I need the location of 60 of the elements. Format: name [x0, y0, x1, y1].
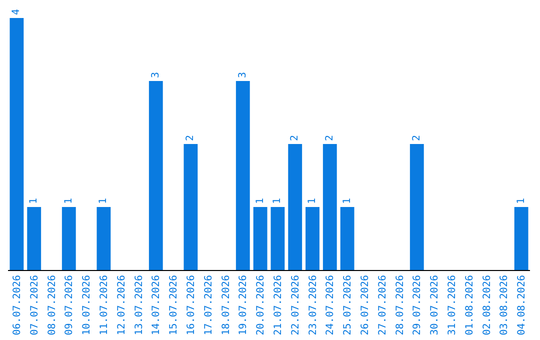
x-tick-label: 09.07.2026	[64, 275, 76, 336]
x-tick-label: 13.07.2026	[134, 275, 145, 336]
bar	[96, 207, 111, 270]
data-label: 2	[185, 134, 196, 141]
x-tick-label: 08.07.2026	[46, 275, 58, 336]
bar	[270, 207, 285, 270]
x-tick-label: 27.07.2026	[377, 275, 388, 336]
data-label: 1	[254, 198, 266, 204]
x-tick-label: 02.08.2026	[482, 275, 493, 336]
x-tick-label: 16.07.2026	[186, 275, 197, 336]
data-label: 2	[324, 134, 336, 141]
x-tick-label: 31.07.2026	[446, 275, 458, 336]
x-tick-label: 04.08.2026	[516, 275, 528, 336]
x-tick-label: 11.07.2026	[98, 275, 110, 336]
bar	[322, 144, 337, 270]
bar	[253, 207, 268, 270]
x-tick-label: 14.07.2026	[151, 275, 162, 336]
bar	[410, 144, 424, 270]
bar	[236, 81, 250, 270]
x-tick-label: 10.07.2026	[82, 275, 93, 336]
x-tick-label: 22.07.2026	[290, 275, 302, 336]
data-label: 1	[28, 198, 40, 204]
data-label: 1	[342, 198, 353, 204]
bar	[62, 207, 76, 270]
x-tick-label: 07.07.2026	[29, 275, 40, 336]
x-tick-label: 30.07.2026	[430, 275, 441, 336]
data-label: 1	[516, 198, 527, 204]
x-tick-label: 17.07.2026	[203, 275, 214, 336]
bar	[514, 207, 528, 270]
bar	[288, 144, 302, 270]
x-tick-label: 01.08.2026	[464, 275, 476, 336]
x-tick-label: 26.07.2026	[360, 275, 371, 336]
data-label: 2	[411, 134, 422, 141]
data-label: 1	[272, 198, 284, 204]
x-tick-label: 24.07.2026	[325, 275, 336, 336]
bar	[340, 207, 354, 270]
x-tick-label: 29.07.2026	[412, 275, 424, 336]
x-tick-label: 21.07.2026	[272, 275, 284, 336]
x-tick-label: 20.07.2026	[256, 275, 267, 336]
bar	[148, 81, 163, 270]
x-tick-label: 19.07.2026	[238, 275, 250, 336]
data-label: 1	[63, 198, 74, 204]
x-tick-label: 15.07.2026	[168, 275, 180, 336]
x-tick-label: 28.07.2026	[394, 275, 406, 336]
x-tick-label: 25.07.2026	[342, 275, 354, 336]
x-tick-label: 18.07.2026	[220, 275, 232, 336]
bar	[184, 144, 198, 270]
bar	[306, 207, 320, 270]
bar	[27, 207, 42, 270]
data-label: 4	[11, 8, 22, 15]
data-label: 3	[150, 72, 162, 78]
x-tick-label: 12.07.2026	[116, 275, 128, 336]
bar	[10, 18, 24, 270]
x-tick-label: 03.08.2026	[499, 275, 510, 336]
x-tick-label: 23.07.2026	[308, 275, 319, 336]
data-label: 3	[237, 72, 248, 78]
x-tick-label: 06.07.2026	[12, 275, 23, 336]
data-label: 2	[290, 134, 301, 141]
data-label: 1	[307, 198, 318, 204]
data-label: 1	[98, 198, 110, 204]
